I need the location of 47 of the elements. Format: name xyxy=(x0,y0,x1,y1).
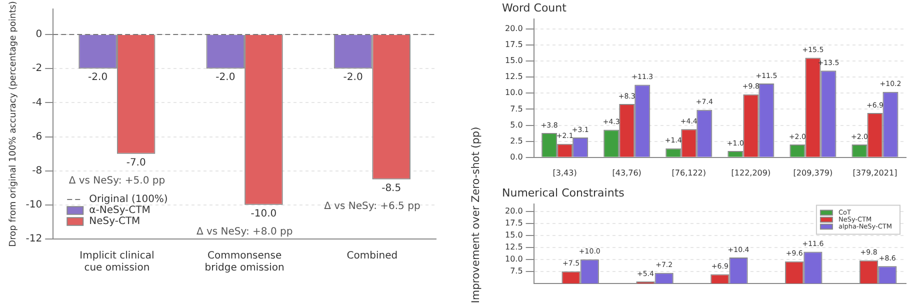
x-tick-label: Commonsense bridge omission xyxy=(204,250,284,274)
y-tick-label: 7.5 xyxy=(510,104,523,114)
x-tick-label: [43,76) xyxy=(612,168,642,178)
y-axis-title: Drop from original 100% accuracy (percentage points) xyxy=(8,1,19,247)
y-tick-label: 20.0 xyxy=(505,24,523,33)
y-tick-label: -4 xyxy=(32,97,42,108)
x-tick-label: Implicit clinical cue omission xyxy=(80,250,154,274)
y-tick-label: -8 xyxy=(32,165,42,176)
annotation: Δ vs NeSy: +5.0 pp xyxy=(68,175,166,186)
y-tick-label: -6 xyxy=(32,131,42,142)
y-tick-label: 5.0 xyxy=(510,120,523,130)
y-tick-label: 2.5 xyxy=(510,136,523,146)
legend-label: NeSy-CTM xyxy=(89,216,140,228)
legend-label: Original (100%) xyxy=(89,194,168,206)
y-tick-label: -12 xyxy=(26,234,42,245)
y-tick-label: 17.5 xyxy=(505,40,523,49)
x-tick-label: [379,2021] xyxy=(852,168,898,178)
legend-label: α-NeSy-CTM xyxy=(89,205,150,216)
y-tick-label: 12.5 xyxy=(505,242,523,252)
data-label: -2.0 xyxy=(343,72,363,84)
annotation: Δ vs NeSy: +6.5 pp xyxy=(324,200,420,212)
annotation: Δ vs NeSy: +8.0 pp xyxy=(196,226,293,238)
x-tick-label: [3,43) xyxy=(552,168,577,178)
x-tick-label: [76,122) xyxy=(672,168,706,178)
chart-title: Numerical Constraints xyxy=(502,186,625,200)
data-label: -7.0 xyxy=(126,157,146,168)
data-label: -8.5 xyxy=(382,182,402,194)
y-tick-label: 7.5 xyxy=(510,266,523,276)
y-tick-label: -2 xyxy=(32,63,42,74)
data-label: -10.0 xyxy=(250,208,277,220)
y-tick-label: 0 xyxy=(36,29,42,40)
chart-title: Word Count xyxy=(502,1,568,14)
y-tick-label: 10.0 xyxy=(505,88,523,98)
y-tick-label: 20.0 xyxy=(505,206,523,216)
y-tick-label: 15.0 xyxy=(505,230,523,240)
data-label: -2.0 xyxy=(216,72,236,84)
y-tick-label: 0.0 xyxy=(510,152,523,162)
x-tick-label: [122,209) xyxy=(731,168,771,178)
data-label: -2.0 xyxy=(88,72,108,84)
y-tick-label: 15.0 xyxy=(505,56,523,66)
y-tick-label: 10.0 xyxy=(505,254,523,264)
y-tick-label: -10 xyxy=(26,200,42,211)
y-axis-title: Improvement over Zero-shot (pp) xyxy=(470,126,482,304)
y-tick-label: 12.5 xyxy=(505,72,523,82)
y-tick-label: 17.5 xyxy=(505,218,523,228)
x-tick-label: [209,379) xyxy=(793,168,833,178)
x-tick-label: Combined xyxy=(346,250,398,262)
